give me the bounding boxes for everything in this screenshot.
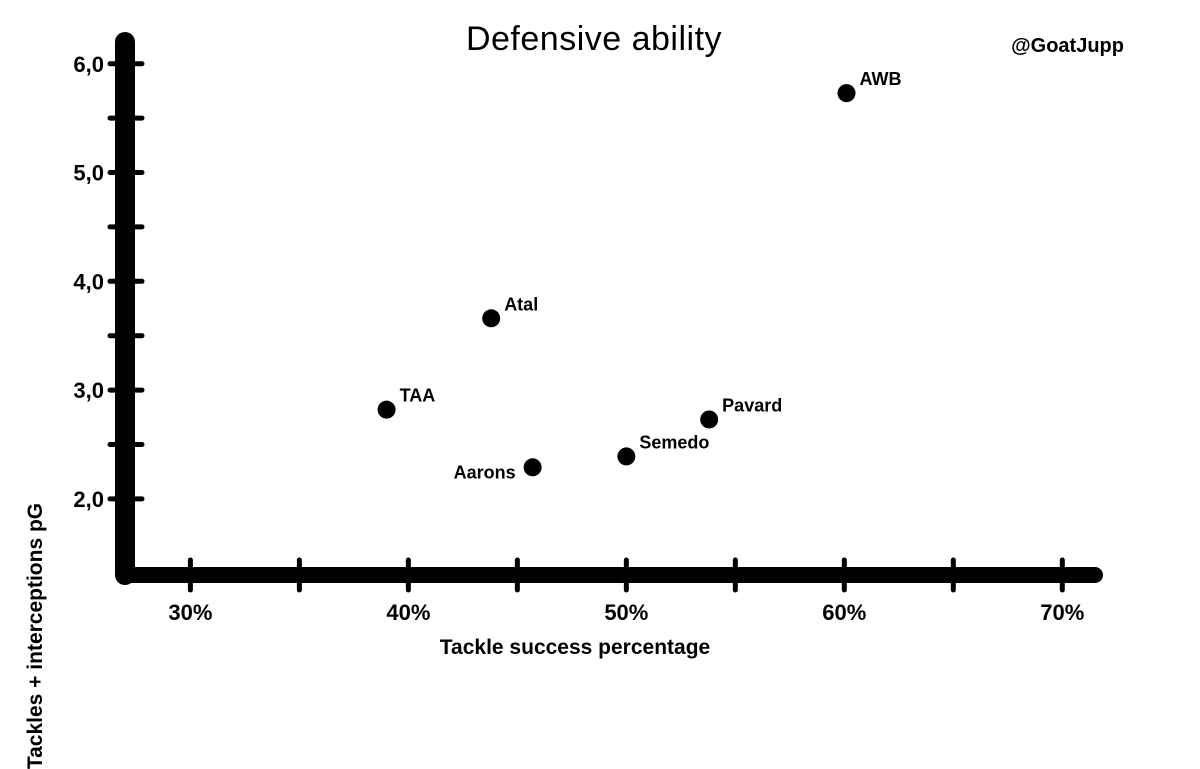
x-tick-label: 70%	[1040, 600, 1084, 625]
data-point-label: Semedo	[639, 432, 709, 452]
x-tick-label: 30%	[168, 600, 212, 625]
author-handle: @GoatJupp	[1011, 35, 1124, 57]
y-tick-label: 4,0	[73, 269, 104, 294]
y-tick-label: 2,0	[73, 487, 104, 512]
data-point	[377, 400, 396, 419]
y-axis-label: Tackles + interceptions pG	[24, 502, 47, 769]
scatter-plot: 30% 40% 50% 60% 70% 2,0 3,0 4,0 5,0 6,0 AWB Atal TAA…	[73, 32, 1103, 625]
data-point	[523, 458, 542, 477]
data-point-label: Pavard	[722, 395, 782, 415]
data-point	[482, 309, 501, 328]
y-tick-label: 6,0	[73, 52, 104, 77]
y-tick-label: 5,0	[73, 161, 104, 186]
data-point	[837, 84, 856, 103]
data-point-label: TAA	[400, 386, 436, 406]
data-point-label: Atal	[504, 294, 538, 314]
x-tick-label: 40%	[386, 600, 430, 625]
x-axis-label: Tackle success percentage	[439, 636, 711, 659]
data-point	[617, 447, 636, 466]
data-point-label: AWB	[860, 69, 902, 89]
y-tick-label: 3,0	[73, 378, 104, 403]
x-tick-label: 60%	[822, 600, 866, 625]
data-point-label: Aarons	[454, 462, 516, 482]
chart-title: Defensive ability	[465, 20, 723, 58]
x-tick-label: 50%	[604, 600, 648, 625]
data-point	[700, 410, 719, 429]
